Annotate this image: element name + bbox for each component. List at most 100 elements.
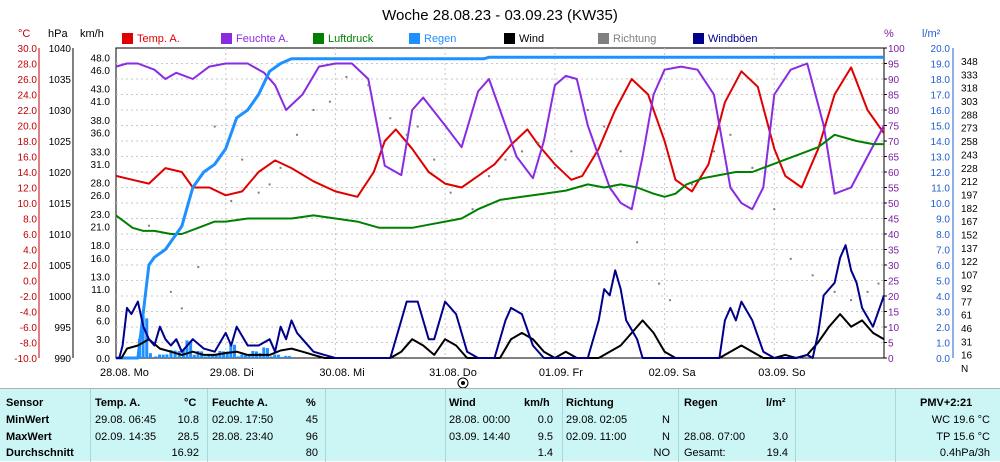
min-wind-value: 0.0 bbox=[537, 414, 553, 426]
avg-wind-value: 1.4 bbox=[537, 447, 553, 459]
avg-temp-value: 16.92 bbox=[171, 447, 199, 459]
wind-tick-label: 43.0 bbox=[91, 85, 111, 96]
scroll-handle-icon[interactable] bbox=[457, 377, 469, 388]
rain-bar bbox=[273, 354, 277, 358]
header-humidity: Feuchte A. bbox=[212, 397, 268, 409]
direction-tick-label: N bbox=[961, 364, 968, 375]
legend-swatch bbox=[313, 33, 324, 44]
rain-tick-label: 8.0 bbox=[936, 230, 950, 241]
row-label-avg: Durchschnitt bbox=[6, 447, 74, 459]
humidity-tick-label: 10 bbox=[888, 323, 900, 334]
rain-tick-label: 11.0 bbox=[931, 184, 950, 195]
direction-tick-label: 318 bbox=[961, 84, 978, 95]
min-direction-date: 29.08. 02:05 bbox=[566, 414, 628, 426]
rain-tick-label: 0.0 bbox=[936, 354, 950, 365]
header-direction: Richtung bbox=[566, 397, 614, 409]
pmv-tp: TP 15.6 °C bbox=[936, 431, 990, 443]
header-humidity-unit: % bbox=[306, 397, 316, 409]
legend-entry: Luftdruck bbox=[313, 33, 374, 45]
rain-bar bbox=[265, 348, 269, 358]
legend-entry: Temp. A. bbox=[122, 33, 180, 45]
direction-dot bbox=[416, 125, 419, 128]
direction-dot bbox=[449, 191, 452, 194]
humidity-tick-label: 55 bbox=[888, 184, 900, 195]
rain-bar bbox=[211, 354, 215, 358]
rain-bar bbox=[207, 354, 211, 358]
temp-tick-label: -8.0 bbox=[20, 339, 38, 350]
weather-chart: Woche 28.08.23 - 03.09.23 (KW35) °C hPa … bbox=[14, 7, 978, 388]
temp-tick-label: 18.0 bbox=[18, 137, 38, 148]
humidity-tick-label: 30 bbox=[888, 261, 900, 272]
x-tick-label: 02.09. Sa bbox=[649, 367, 697, 379]
gust-line bbox=[116, 244, 885, 359]
legend-swatch bbox=[221, 33, 232, 44]
humidity-line bbox=[115, 62, 885, 211]
direction-dot bbox=[729, 133, 732, 136]
rain-bar bbox=[222, 351, 226, 358]
rain-tick-label: 20.0 bbox=[931, 44, 951, 55]
direction-dot bbox=[669, 299, 672, 302]
rain-tick-label: 5.0 bbox=[936, 277, 950, 288]
pressure-tick-label: 1000 bbox=[49, 292, 72, 303]
rain-bar bbox=[165, 354, 169, 358]
direction-tick-label: 31 bbox=[961, 337, 973, 348]
wind-tick-label: 28.0 bbox=[91, 179, 111, 190]
pressure-tick-label: 1005 bbox=[49, 261, 72, 272]
pressure-tick-label: 1020 bbox=[49, 168, 72, 179]
wind-tick-label: 33.0 bbox=[91, 147, 111, 158]
direction-dot bbox=[553, 166, 556, 169]
direction-dot bbox=[789, 257, 792, 260]
direction-dot bbox=[389, 117, 392, 120]
legend-label: Luftdruck bbox=[328, 33, 374, 45]
pressure-unit: hPa bbox=[48, 28, 68, 40]
max-wind-value: 9.5 bbox=[537, 431, 553, 443]
legend-entry: Windböen bbox=[693, 33, 758, 45]
wind-tick-label: 6.0 bbox=[96, 316, 110, 327]
temp-tick-label: -4.0 bbox=[20, 308, 38, 319]
direction-dot bbox=[405, 133, 408, 136]
min-humidity-date: 02.09. 17:50 bbox=[212, 414, 274, 426]
rain-tick-label: 19.0 bbox=[931, 60, 951, 71]
rain-tick-label: 12.0 bbox=[931, 168, 951, 179]
legend-entry: Wind bbox=[504, 33, 544, 45]
legend-swatch bbox=[504, 33, 515, 44]
rain-bar bbox=[236, 356, 240, 358]
humidity-tick-label: 20 bbox=[888, 292, 900, 303]
temp-tick-label: 6.0 bbox=[23, 230, 37, 241]
wind-tick-label: 3.0 bbox=[96, 335, 110, 346]
rain-tick-label: 10.0 bbox=[931, 199, 951, 210]
rain-tick-label: 7.0 bbox=[936, 246, 950, 257]
direction-dot bbox=[751, 166, 754, 169]
temp-tick-label: -2.0 bbox=[20, 292, 38, 303]
humidity-tick-label: 40 bbox=[888, 230, 900, 241]
rain-total-label: Gesamt: bbox=[684, 447, 726, 459]
temp-tick-label: 26.0 bbox=[18, 75, 38, 86]
direction-dot bbox=[147, 224, 150, 227]
direction-dot bbox=[312, 109, 315, 111]
avg-humidity-value: 80 bbox=[305, 447, 318, 459]
rain-bar bbox=[276, 354, 280, 358]
direction-dot bbox=[328, 100, 331, 103]
temp-tick-label: 10.0 bbox=[18, 199, 38, 210]
row-label-min: MinWert bbox=[6, 414, 50, 426]
direction-tick-label: 107 bbox=[961, 271, 978, 282]
rain-tick-label: 18.0 bbox=[931, 75, 951, 86]
pmv-trend: 0.4hPa/3h bbox=[939, 447, 990, 459]
pressure-tick-label: 1010 bbox=[49, 230, 72, 241]
grid bbox=[116, 48, 884, 358]
direction-dot bbox=[712, 150, 715, 153]
wind-tick-label: 18.0 bbox=[91, 241, 111, 252]
min-humidity-value: 45 bbox=[305, 414, 318, 426]
direction-dot bbox=[296, 133, 299, 136]
rain-bar bbox=[214, 354, 218, 358]
min-temp-value: 10.8 bbox=[177, 414, 199, 426]
max-humidity-value: 96 bbox=[305, 431, 318, 443]
temp-tick-label: 2.0 bbox=[23, 261, 37, 272]
max-temp-value: 28.5 bbox=[177, 431, 199, 443]
direction-tick-label: 258 bbox=[961, 137, 978, 148]
wind-tick-label: 36.0 bbox=[91, 128, 111, 139]
min-wind-date: 28.08. 00:00 bbox=[449, 414, 511, 426]
direction-tick-label: 197 bbox=[961, 190, 978, 201]
legend-swatch bbox=[693, 33, 704, 44]
rain-bar bbox=[225, 351, 229, 358]
